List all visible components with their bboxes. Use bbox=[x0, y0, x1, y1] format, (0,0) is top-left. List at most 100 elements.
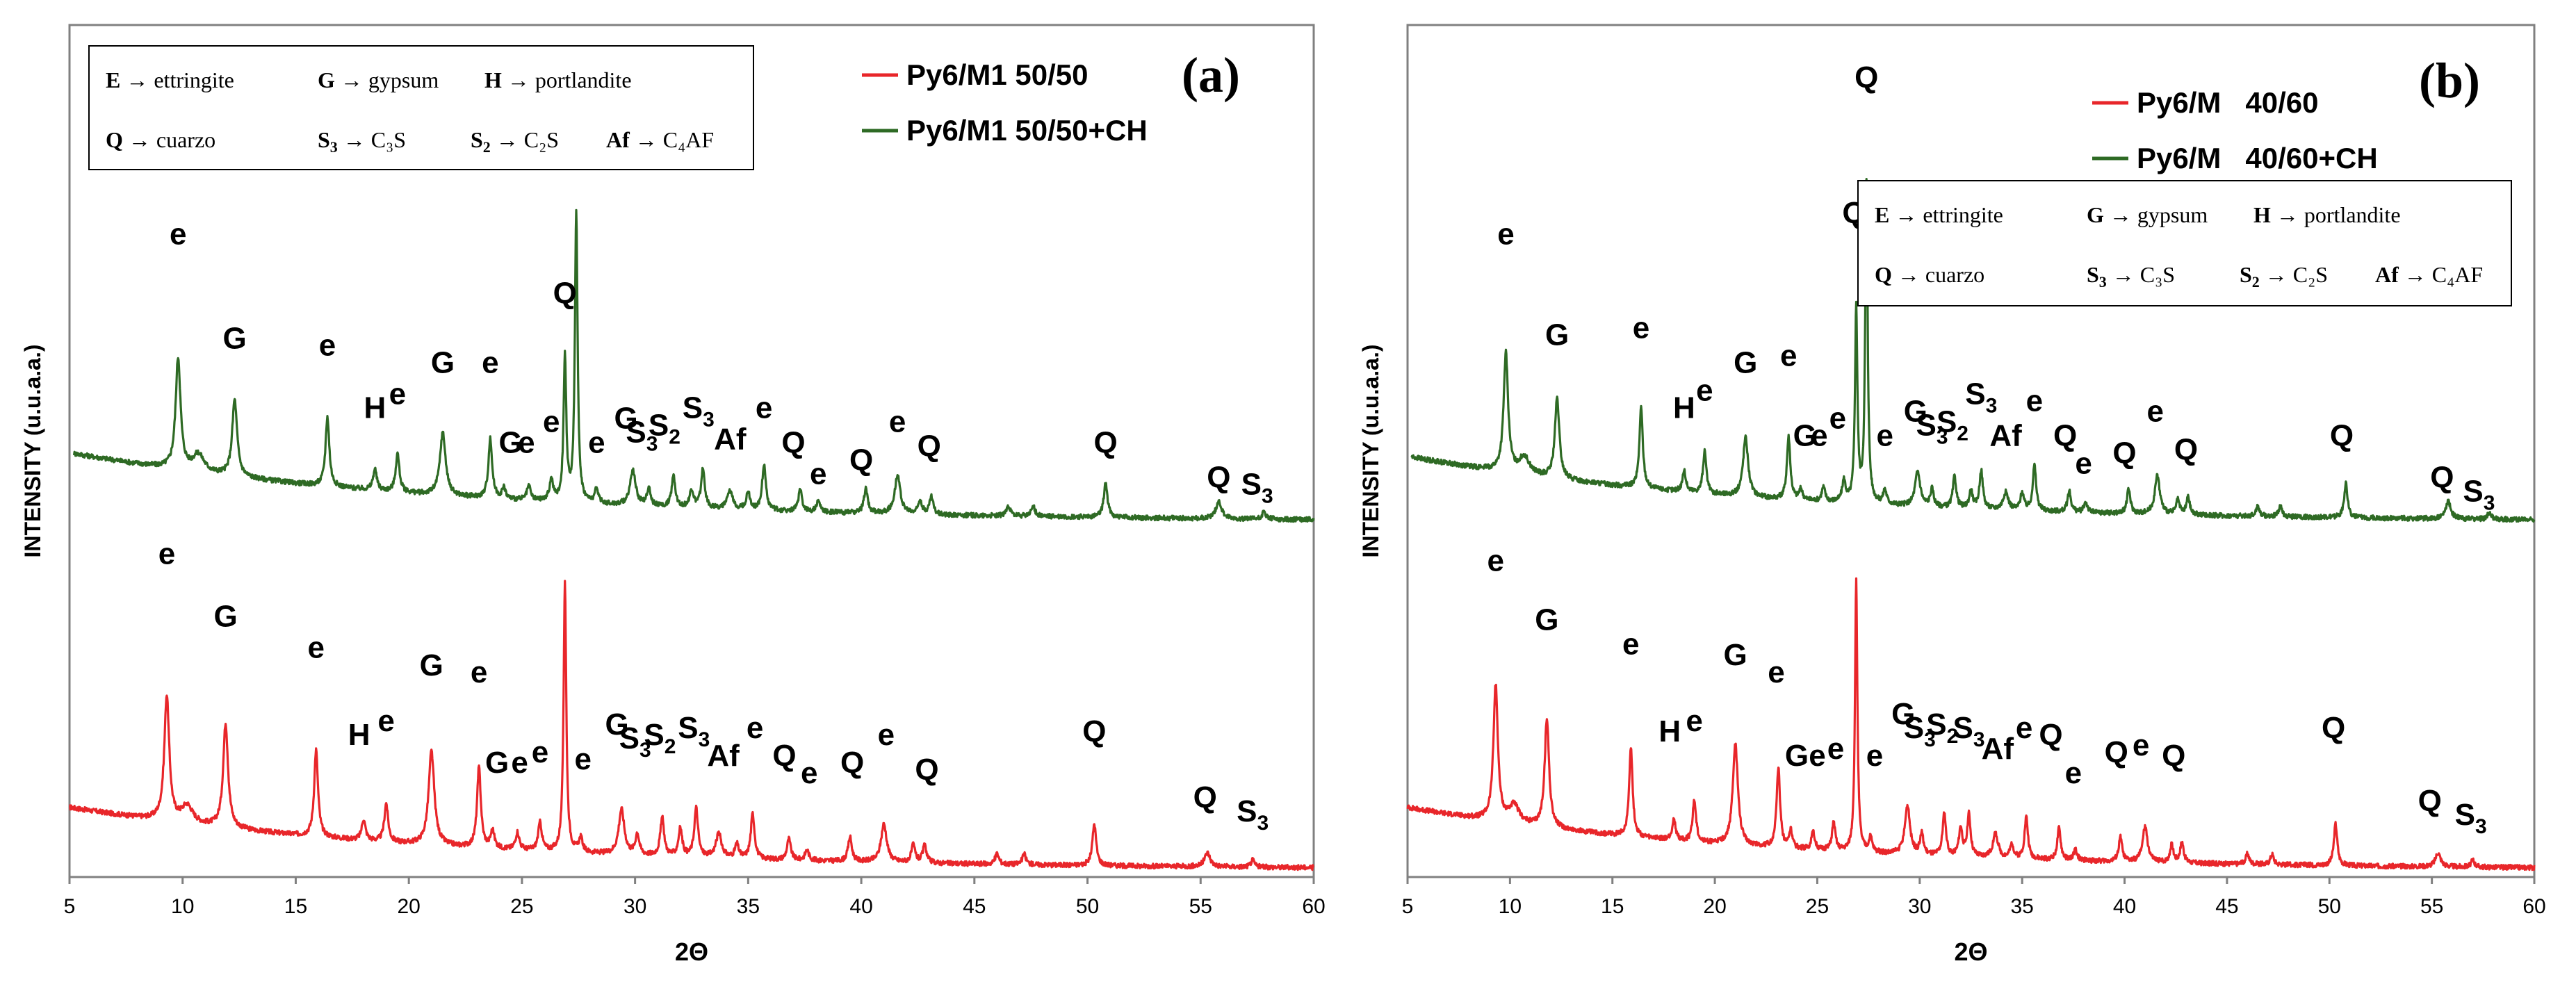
x-tick-label: 25 bbox=[510, 895, 533, 918]
peak-label-symbol: Q bbox=[2174, 433, 2198, 467]
peak-label: e bbox=[2016, 711, 2032, 745]
peak-label: e bbox=[588, 426, 605, 460]
peak-label: e bbox=[1866, 739, 1883, 773]
peak-label-subscript: 2 bbox=[669, 425, 680, 448]
peak-label-symbol: Q bbox=[2418, 784, 2442, 818]
peak-label-symbol: S bbox=[649, 408, 669, 442]
legend-label: Py6/M 40/60 bbox=[2137, 86, 2319, 119]
peak-label-symbol: H bbox=[1673, 391, 1695, 425]
peak-label: Q bbox=[2418, 784, 2442, 818]
peak-label: e bbox=[1811, 418, 1827, 452]
legend: Py6/M1 50/50 Py6/M1 50/50+CH bbox=[862, 58, 1148, 147]
chart-panel-b: 5 10 15 20 25 30 35 40 45 50 55 60 2Θ INTENSITY (u.u.… bbox=[1358, 24, 2546, 966]
peak-label: H bbox=[1673, 391, 1695, 425]
peak-label-symbol: e bbox=[588, 426, 605, 460]
peak-label: Q bbox=[915, 753, 938, 787]
peak-label-symbol: e bbox=[482, 345, 498, 379]
peak-label: S3 bbox=[1953, 711, 1985, 751]
peak-label-symbol: Q bbox=[1193, 780, 1217, 814]
peak-label-symbol: e bbox=[170, 217, 186, 251]
peak-label-subscript: 2 bbox=[1947, 725, 1959, 748]
x-tick-label: 30 bbox=[623, 895, 646, 918]
peak-label: e bbox=[518, 426, 535, 460]
x-tick-label: 35 bbox=[737, 895, 760, 918]
phase-key-entry: S2 → C₂S bbox=[2240, 262, 2328, 290]
peak-label: Q bbox=[1207, 461, 1230, 495]
peak-label-symbol: H bbox=[1658, 714, 1681, 748]
peak-label-symbol: S bbox=[1904, 711, 1924, 745]
peak-label: Q bbox=[781, 426, 805, 460]
series-line-top bbox=[1410, 178, 2536, 523]
peak-label-symbol: S bbox=[1937, 404, 1957, 439]
peak-label-subscript: 3 bbox=[703, 408, 715, 431]
peak-label-symbol: S bbox=[626, 415, 646, 449]
peak-label: S3 bbox=[683, 391, 715, 431]
peak-label: G bbox=[420, 648, 443, 682]
peak-label-symbol: S bbox=[2455, 798, 2475, 832]
peak-label: e bbox=[801, 756, 817, 790]
phase-key-symbol: G bbox=[2087, 202, 2104, 227]
phase-key-description: → cuarzo bbox=[123, 127, 215, 152]
phase-key-entry: E → ettringite bbox=[106, 67, 234, 92]
phase-key-symbol: S bbox=[2087, 262, 2099, 287]
peak-label-subscript: 3 bbox=[2475, 815, 2487, 838]
x-tick-label: 15 bbox=[284, 895, 307, 918]
peak-label: Q bbox=[918, 429, 941, 464]
peak-label: S3 bbox=[2463, 475, 2495, 515]
peak-label: Q bbox=[553, 276, 577, 310]
peak-label-symbol: e bbox=[158, 537, 175, 571]
peak-label: S3 bbox=[1904, 711, 1936, 751]
peak-label: e bbox=[1487, 544, 1503, 578]
peak-label-symbol: S bbox=[683, 391, 703, 425]
peak-label-symbol: e bbox=[1780, 338, 1797, 372]
peak-label: Q bbox=[1854, 60, 1878, 95]
peak-label-symbol: G bbox=[1793, 418, 1817, 452]
x-tick-label: 5 bbox=[64, 895, 76, 918]
peak-label: Af bbox=[714, 422, 747, 456]
peak-label: e bbox=[1829, 401, 1846, 435]
legend-label: Py6/M 40/60+CH bbox=[2137, 142, 2378, 174]
peak-label-symbol: S bbox=[2463, 475, 2483, 509]
peak-label-symbol: e bbox=[532, 735, 548, 769]
peak-label-symbol: Q bbox=[1093, 426, 1117, 460]
peak-label: e bbox=[1686, 704, 1702, 738]
peak-label: e bbox=[878, 718, 895, 752]
peak-label: Q bbox=[2105, 735, 2128, 769]
peak-label: S2 bbox=[649, 408, 680, 448]
peak-label: e bbox=[543, 404, 560, 439]
phase-key-entry: Af → C₄AF bbox=[2375, 262, 2483, 287]
x-tick-label: 20 bbox=[397, 895, 420, 918]
peak-label-subscript: 2 bbox=[1957, 422, 1968, 445]
phase-key-entry: Af → C₄AF bbox=[606, 127, 714, 152]
peak-label-symbol: e bbox=[377, 704, 394, 738]
peak-label-symbol: e bbox=[810, 457, 826, 491]
peak-label-subscript: 3 bbox=[699, 728, 710, 751]
peak-label-symbol: G bbox=[431, 345, 455, 379]
peak-label: e bbox=[1633, 311, 1649, 345]
peak-label: Q bbox=[2430, 461, 2454, 495]
peak-label: S3 bbox=[626, 415, 658, 455]
legend-label: Py6/M1 50/50+CH bbox=[906, 114, 1148, 147]
peak-label: Q bbox=[1193, 780, 1217, 814]
peak-label: S3 bbox=[1237, 794, 1269, 835]
peak-label: Q bbox=[2330, 418, 2354, 452]
series-line-bottom bbox=[1406, 577, 2536, 871]
phase-key-symbol: Af bbox=[2375, 262, 2399, 287]
peak-label-symbol: G bbox=[499, 426, 523, 460]
peak-label: S2 bbox=[644, 718, 676, 758]
peak-label-symbol: Q bbox=[849, 443, 873, 477]
phase-key-description: → ettringite bbox=[120, 67, 234, 92]
peak-label-symbol: e bbox=[1811, 418, 1827, 452]
peak-label-symbol: e bbox=[878, 718, 895, 752]
x-tick-label: 50 bbox=[1076, 895, 1099, 918]
peak-label-symbol: Q bbox=[2053, 418, 2077, 452]
peak-label: Q bbox=[2162, 739, 2185, 773]
phase-key-description: → C₄AF bbox=[630, 127, 714, 152]
peak-label-symbol: e bbox=[1497, 217, 1514, 251]
peak-label-symbol: e bbox=[1809, 739, 1825, 773]
y-axis-label: INTENSITY (u.u.a.a.) bbox=[20, 345, 45, 558]
peak-label: G bbox=[1545, 318, 1569, 352]
panel-label: (b) bbox=[2419, 53, 2480, 108]
phase-key-description: → C₃S bbox=[338, 127, 406, 152]
